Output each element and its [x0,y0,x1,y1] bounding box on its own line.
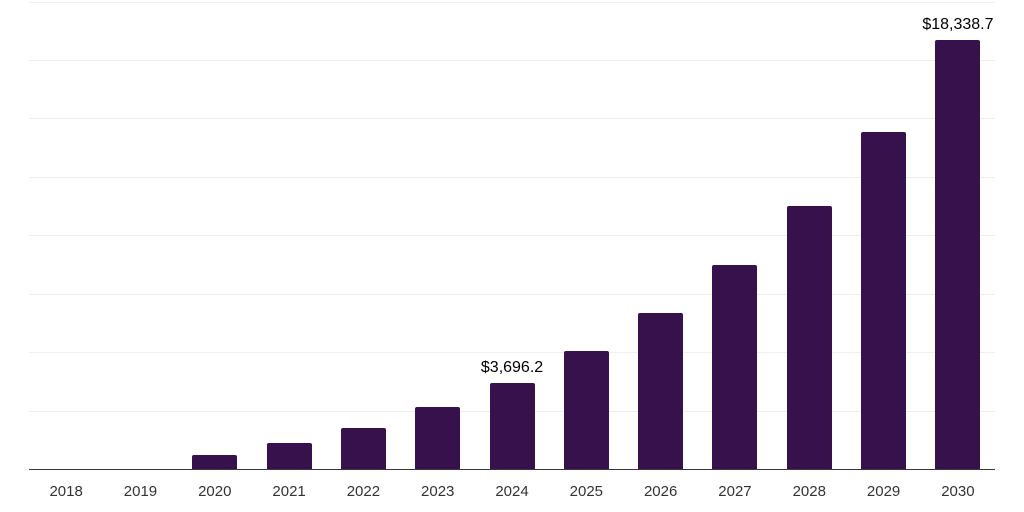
gridline-10000 [29,235,995,237]
x-tick-2020: 2020 [198,483,232,500]
x-tick-2030: 2030 [941,483,975,500]
gridline-20000 [29,1,995,3]
x-tick-2023: 2023 [421,483,455,500]
bar-2023 [415,407,461,469]
bar-slot-2024: $3,696.2 [475,0,549,469]
bar-slot-2020 [178,0,252,469]
x-axis-line [29,469,995,470]
bar-slot-2019 [103,0,177,469]
bar-2027 [712,264,758,469]
bar-slot-2022 [326,0,400,469]
bar-2024 [489,382,535,469]
bar-2030 [935,40,981,469]
bar-2029 [861,131,907,469]
bar-2025 [563,351,609,469]
bar-slot-2026 [624,0,698,469]
bar-slot-2027 [698,0,772,469]
x-tick-2026: 2026 [643,483,678,500]
bar-slot-2018 [29,0,103,469]
gridline-5000 [29,352,995,354]
bar-2028 [786,205,832,469]
x-tick-2025: 2025 [569,483,604,500]
x-tick-2021: 2021 [272,483,306,500]
bar-2022 [340,428,386,469]
data-label-2024: $3,696.2 [480,358,544,376]
x-axis-tick-labels: 2018 2019 2020 2021 2022 2023 2024 2025 2026 2027… [29,483,995,501]
x-tick-2022: 2022 [346,483,381,500]
bar-slot-2030: $18,338.7 [921,0,995,469]
bar-slot-2023 [401,0,475,469]
plot-area: $3,696.2 $18,338.7 [29,0,995,470]
bar-slot-2025 [549,0,623,469]
gridline-12500 [29,176,995,178]
gridline-17500 [29,59,995,61]
x-tick-2018: 2018 [49,483,83,500]
bar-slot-2028 [772,0,846,469]
bar-slot-2021 [252,0,326,469]
gridline-7500 [29,293,995,295]
bar-slot-2029 [846,0,920,469]
bars-group: $3,696.2 $18,338.7 [29,0,995,469]
x-tick-2028: 2028 [792,483,826,500]
x-tick-2019: 2019 [123,483,158,500]
x-tick-2027: 2027 [718,483,752,500]
x-tick-2029: 2029 [866,483,901,500]
bar-2026 [638,313,684,469]
x-tick-2024: 2024 [495,483,529,500]
bar-2021 [266,443,312,469]
gridline-15000 [29,118,995,120]
bar-2020 [192,455,238,469]
data-label-2030: $18,338.7 [922,16,994,34]
